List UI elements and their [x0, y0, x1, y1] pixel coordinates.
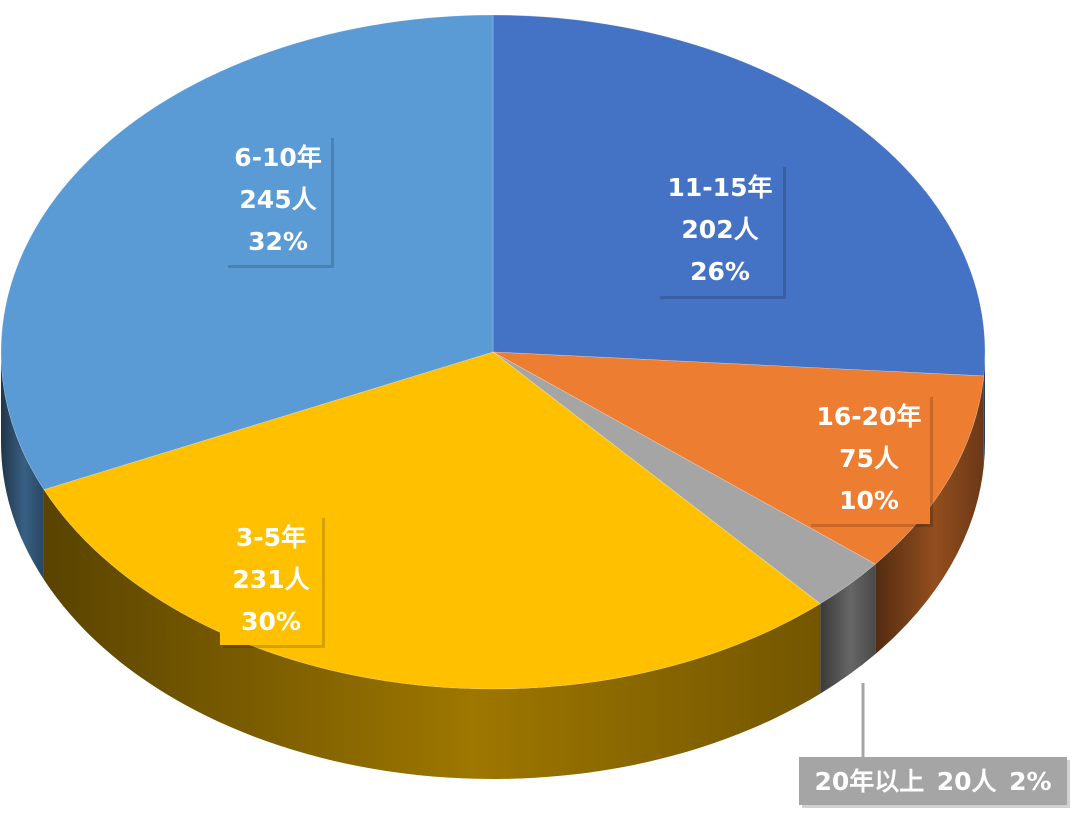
- pie-side-6-10年: [1, 352, 44, 580]
- pie-side-3-5年: [43, 489, 821, 779]
- label-percent: 10%: [839, 486, 899, 515]
- label-count: 231人: [232, 565, 309, 594]
- label-count: 202人: [681, 215, 758, 244]
- data-label-16-20年: 16-20年 75人 10%: [808, 394, 933, 527]
- label-category: 6-10年: [234, 143, 322, 172]
- data-label-11-15年: 11-15年 202人 26%: [657, 164, 786, 299]
- label-count: 245人: [239, 185, 316, 214]
- pie-side-20年以上: [820, 564, 876, 694]
- data-label-3-5年: 3-5年 231人 30%: [220, 515, 325, 648]
- label-line-inline: 20年以上 20人 2%: [814, 767, 1051, 796]
- label-category: 3-5年: [236, 523, 306, 552]
- label-percent: 26%: [690, 257, 750, 286]
- label-box: [220, 515, 322, 645]
- label-box: [657, 164, 783, 296]
- label-count: 20人: [924, 767, 996, 796]
- data-label-6-10年: 6-10年 245人 32%: [225, 135, 334, 268]
- pie-slice-20年以上: [492, 351, 876, 605]
- pie-tops: [0, 14, 986, 690]
- label-count: 75人: [839, 444, 899, 473]
- data-label-20年以上: 20年以上 20人 2%: [799, 757, 1070, 808]
- label-box: [225, 135, 331, 265]
- label-percent: 2%: [997, 767, 1052, 796]
- label-category: 16-20年: [817, 402, 922, 431]
- pie-side-11-15年: [983, 352, 985, 466]
- label-category: 11-15年: [668, 173, 773, 202]
- data-labels: 11-15年 202人 26% 16-20年 75人 10% 20年以上 20人 2% 3-5…: [220, 135, 1070, 808]
- label-category: 20年以上: [814, 767, 924, 796]
- label-box: [808, 394, 930, 524]
- label-percent: 30%: [241, 607, 301, 636]
- label-box: [799, 757, 1067, 805]
- label-percent: 32%: [248, 227, 308, 256]
